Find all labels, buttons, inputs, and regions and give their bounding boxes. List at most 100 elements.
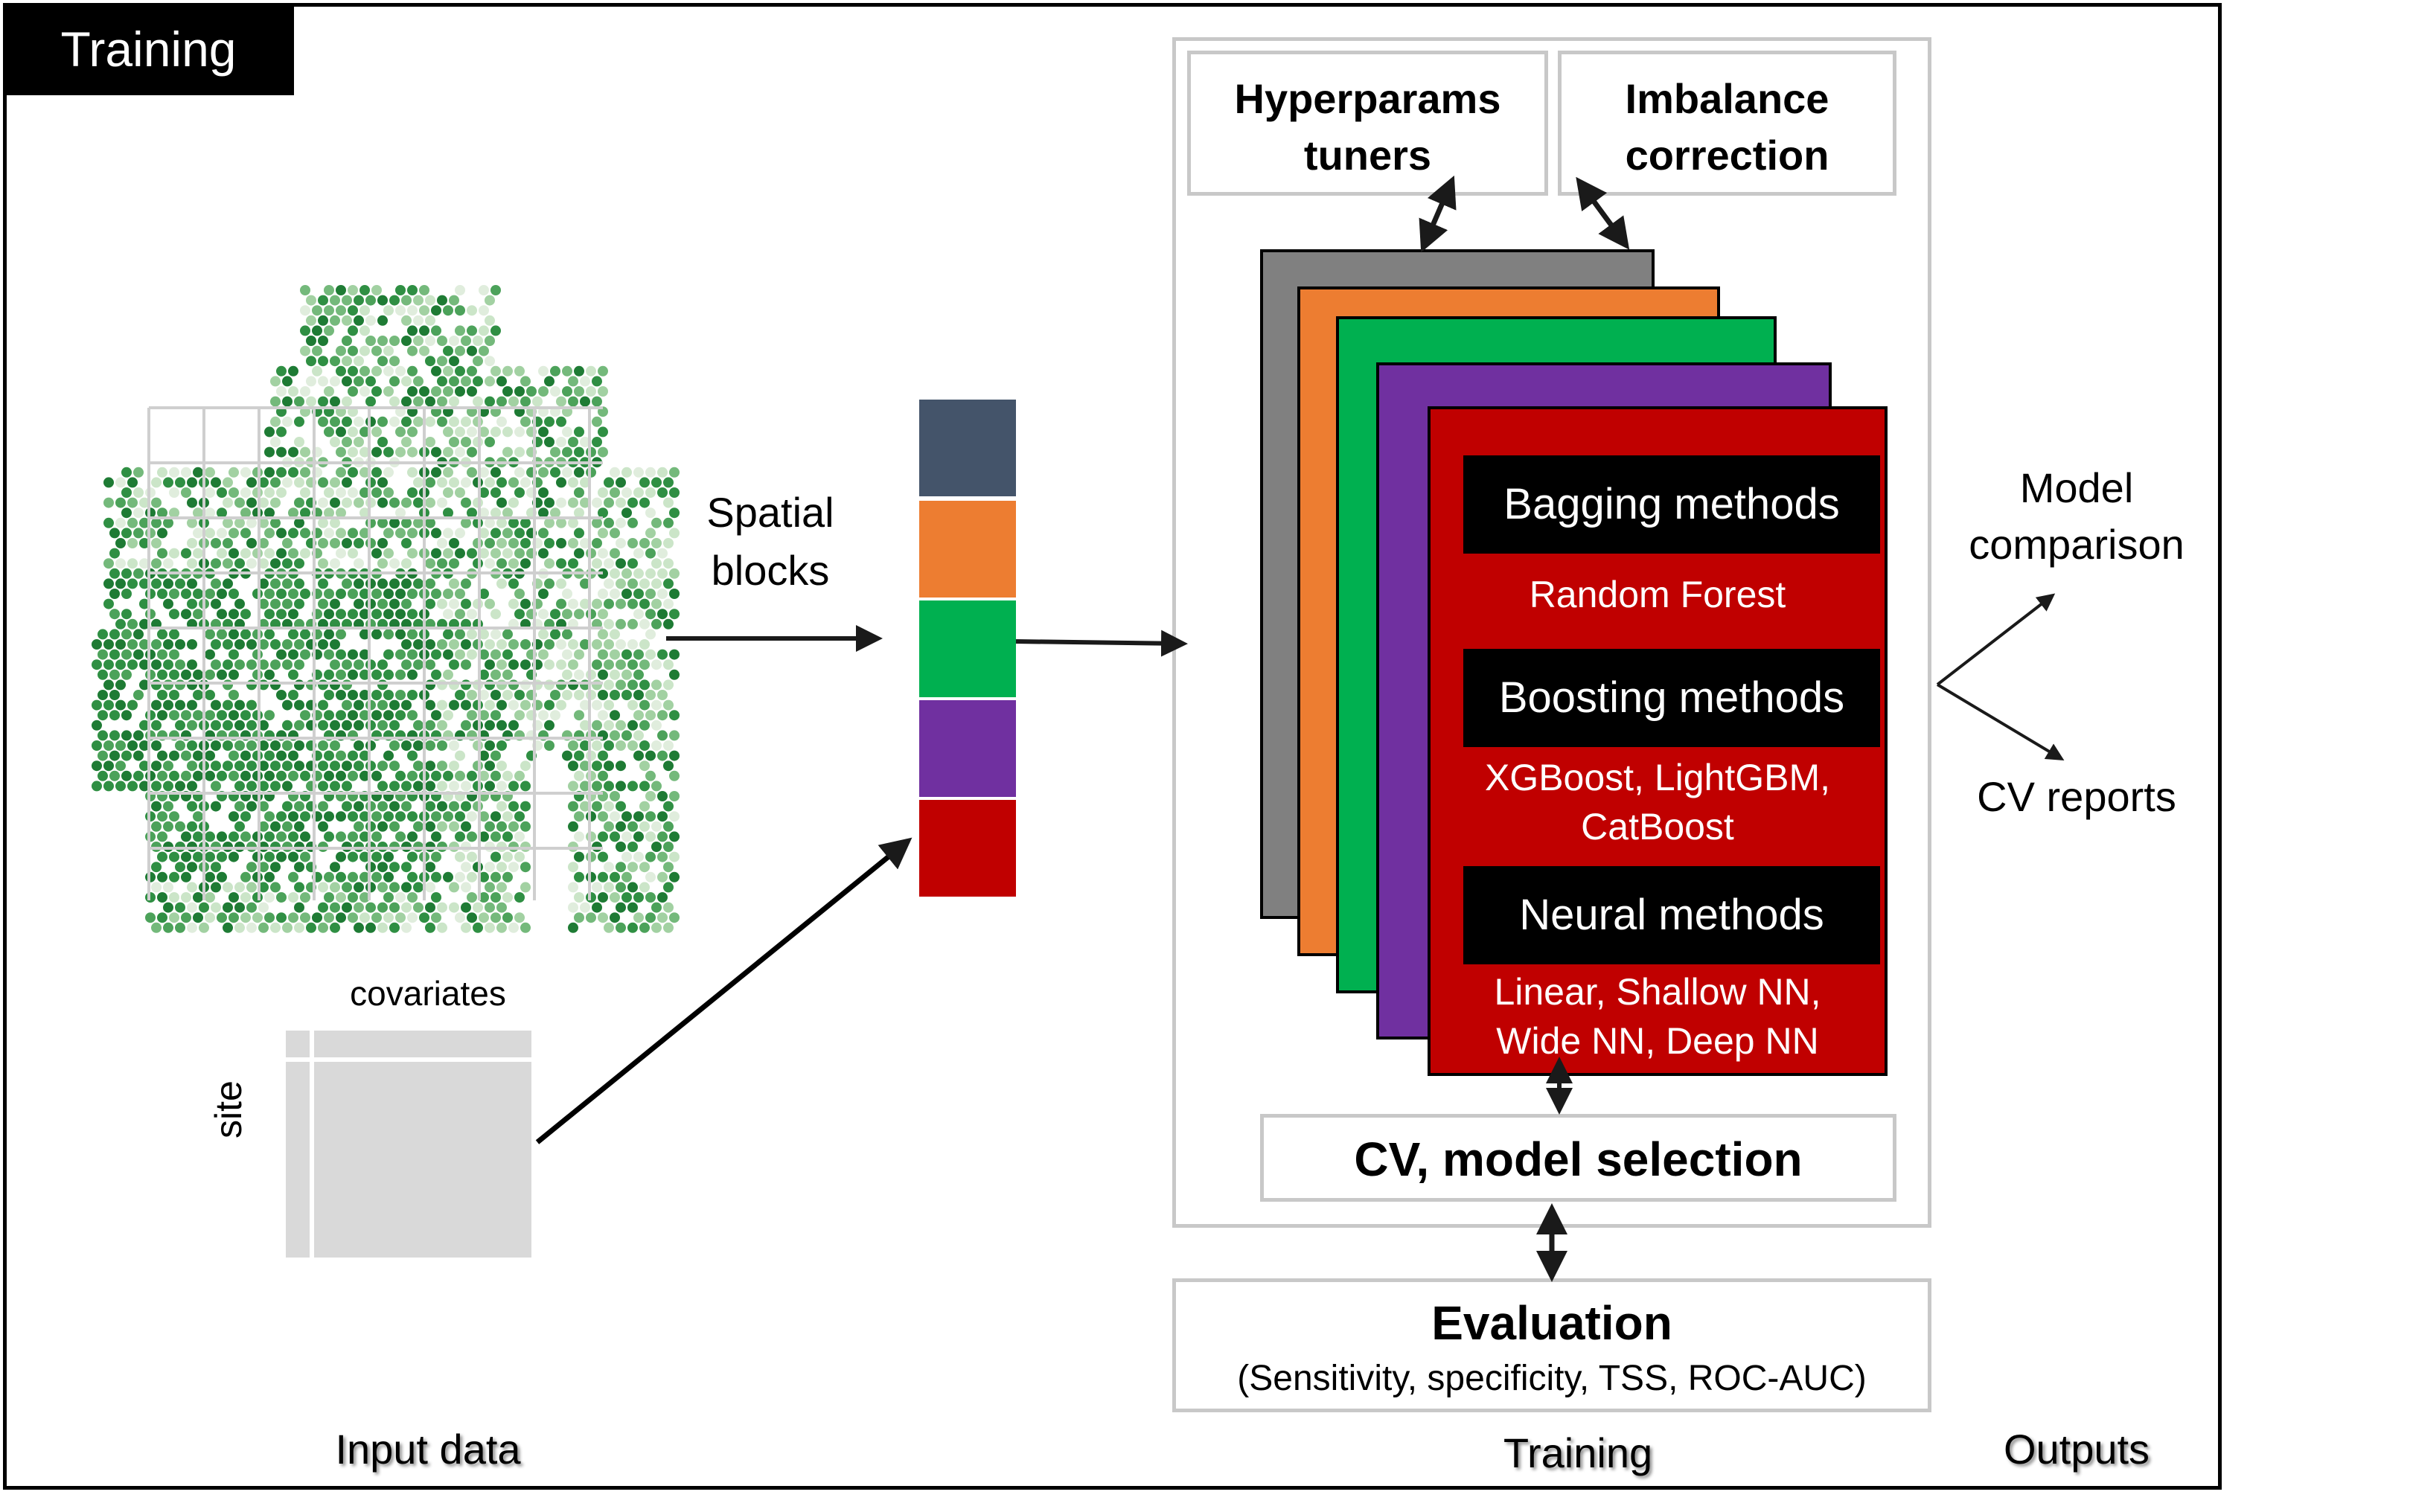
map-cell [657, 589, 668, 599]
map-cell [550, 690, 560, 700]
map-cell [336, 487, 346, 498]
map-cell [544, 416, 554, 427]
map-cell [449, 740, 459, 751]
map-cell [330, 477, 340, 488]
map-cell [169, 750, 179, 761]
map-cell [592, 558, 602, 569]
map-cell [401, 639, 412, 650]
map-cell [616, 760, 626, 772]
map-cell [461, 497, 471, 508]
map-cell [443, 426, 453, 438]
map-cell [645, 629, 656, 640]
map-cell [383, 892, 394, 903]
map-cell [234, 517, 245, 528]
map-cell [496, 396, 507, 407]
map-cell [467, 629, 477, 640]
matrix-corner-cell [286, 1031, 310, 1057]
map-cell [592, 882, 602, 893]
map-cell [270, 578, 281, 589]
map-cell [163, 659, 173, 670]
map-cell [443, 770, 453, 781]
map-cell [508, 497, 519, 508]
map-cell [371, 690, 382, 700]
map-cell [139, 598, 150, 609]
map-cell [318, 396, 328, 407]
map-cell [467, 831, 477, 842]
map-cell [282, 477, 293, 488]
map-cell [556, 517, 566, 528]
map-cell [580, 801, 590, 812]
map-cell [371, 710, 382, 721]
map-cell [181, 609, 191, 620]
map-cell [234, 781, 245, 792]
map-cell [270, 781, 281, 792]
map-cell [234, 882, 245, 893]
map-cell [109, 568, 120, 579]
map-cell [175, 781, 185, 792]
map-cell [359, 285, 370, 295]
map-cell [383, 669, 394, 680]
map-cell [127, 558, 138, 569]
map-cell [246, 781, 257, 792]
map-cell [324, 871, 334, 882]
map-cell [401, 558, 412, 569]
map-cell [669, 871, 680, 882]
map-cell [288, 750, 298, 761]
map-cell [633, 811, 644, 822]
map-cell [461, 902, 471, 913]
map-cell [348, 426, 358, 438]
map-cell [496, 699, 507, 711]
map-cell [324, 305, 334, 316]
map-cell [127, 477, 138, 488]
map-cell [139, 538, 150, 548]
map-cell [455, 528, 465, 539]
evaluation-metrics: (Sensitivity, specificity, TSS, ROC-AUC) [1237, 1359, 1867, 1398]
map-cell [604, 639, 614, 650]
map-cell [258, 781, 269, 792]
map-cell [437, 477, 447, 488]
map-cell [467, 426, 477, 438]
map-cell [592, 517, 602, 528]
map-cell [413, 517, 424, 528]
map-cell [258, 598, 269, 609]
map-cell [508, 862, 519, 873]
map-cell [431, 871, 441, 882]
map-cell [330, 437, 340, 447]
map-cell [330, 902, 340, 913]
map-cell [151, 517, 162, 528]
map-cell [264, 750, 275, 761]
map-cell [246, 497, 257, 508]
map-cell [377, 437, 388, 447]
map-cell [318, 781, 328, 792]
map-cell [330, 598, 340, 609]
map-cell [401, 902, 412, 913]
map-cell [479, 629, 489, 640]
map-cell [461, 821, 471, 832]
map-cell [342, 437, 352, 447]
map-cell [371, 589, 382, 599]
map-cell [467, 365, 477, 377]
map-cell [205, 710, 215, 721]
map-cell [389, 578, 400, 589]
map-cell [574, 710, 584, 721]
map-cell [223, 578, 233, 589]
map-cell [633, 750, 644, 761]
map-cell [282, 578, 293, 589]
map-cell [133, 487, 144, 498]
map-cell [633, 649, 644, 660]
map-cell [401, 740, 412, 751]
map-cell [437, 720, 447, 731]
map-cell [330, 497, 340, 508]
map-cell [544, 538, 554, 548]
map-cell [217, 548, 227, 559]
map-cell [169, 507, 179, 519]
map-cell [389, 821, 400, 832]
map-cell [121, 568, 132, 579]
map-cell [431, 589, 441, 599]
map-cell [103, 477, 114, 488]
map-cell [157, 851, 167, 862]
map-cell [598, 426, 608, 438]
map-cell [294, 699, 304, 711]
map-cell [598, 811, 608, 822]
map-cell [133, 467, 144, 478]
